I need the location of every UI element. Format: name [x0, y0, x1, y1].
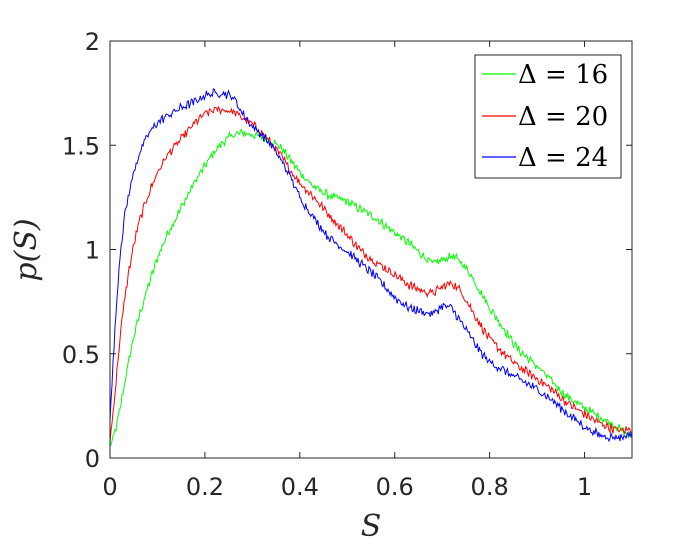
y-tick-label: 2: [85, 28, 100, 56]
series-line-1: [109, 128, 633, 447]
y-axis-label: p(S): [9, 218, 44, 281]
series-line-3: [109, 87, 633, 443]
x-tick-label: 0: [102, 473, 117, 501]
y-tick-label: 0.5: [62, 341, 100, 369]
x-tick-label: 0.8: [471, 473, 509, 501]
y-tick-label: 1.5: [62, 132, 100, 160]
legend: Δ = 16 Δ = 20 Δ = 24: [474, 54, 622, 179]
x-tick-label: 0.6: [376, 473, 414, 501]
series-layer: [109, 87, 633, 447]
legend-label-delta-24: Δ = 24: [518, 143, 608, 173]
x-tick-label: 0.2: [186, 473, 224, 501]
x-tick-label: 1: [577, 473, 592, 501]
y-tick-label: 0: [85, 445, 100, 473]
ticks-layer: 0 0.2 0.4 0.6 0.8 1 0 0.5 1 1.5 2: [62, 28, 632, 501]
legend-label-delta-16: Δ = 16: [518, 60, 608, 90]
x-axis-label: S: [361, 509, 382, 544]
series-line-2: [109, 105, 633, 443]
x-tick-label: 0.4: [281, 473, 319, 501]
legend-label-delta-20: Δ = 20: [518, 102, 608, 132]
y-tick-label: 1: [85, 237, 100, 265]
